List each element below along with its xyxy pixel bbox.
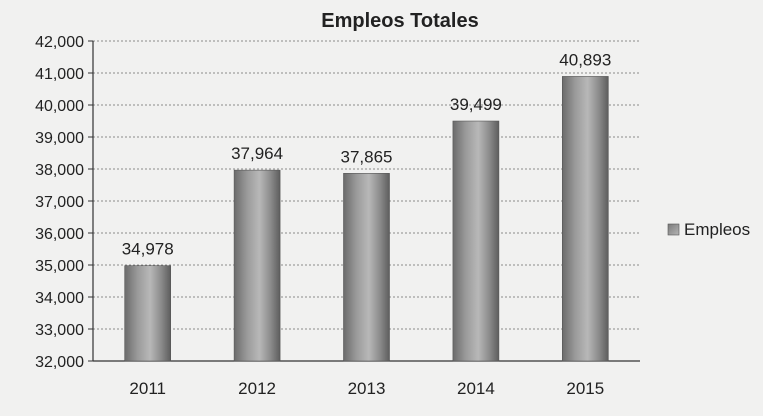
y-tick-label: 34,000 <box>35 290 84 307</box>
y-tick-label: 37,000 <box>35 194 84 211</box>
legend-label: Empleos <box>684 220 750 239</box>
bar-2014 <box>452 120 500 362</box>
y-tick-label: 39,000 <box>35 130 84 147</box>
y-tick-label: 35,000 <box>35 258 84 275</box>
x-tick-label-2015: 2015 <box>566 379 604 398</box>
y-tick-label: 41,000 <box>35 66 84 83</box>
y-tick-label: 40,000 <box>35 98 84 115</box>
bar-2013 <box>343 173 390 362</box>
y-axis-tick-labels: 32,000 33,000 34,000 35,000 36,000 37,000 38,0… <box>35 34 84 371</box>
chart-title: Empleos Totales <box>321 10 478 32</box>
x-tick-label-2014: 2014 <box>457 379 495 398</box>
x-axis-tick-labels: 2011 2012 2013 2014 2015 <box>129 379 604 398</box>
x-tick-label-2013: 2013 <box>348 379 386 398</box>
y-tick-label: 42,000 <box>35 34 84 51</box>
x-tick-label-2012: 2012 <box>238 379 276 398</box>
data-label-2015: 40,893 <box>559 50 611 69</box>
legend: Empleos <box>667 220 750 239</box>
y-tick-label: 38,000 <box>35 162 84 179</box>
data-labels: 34,978 37,964 37,865 39,499 40,893 <box>122 50 612 258</box>
data-label-2013: 37,865 <box>341 147 393 166</box>
data-label-2014: 39,499 <box>450 95 502 114</box>
data-label-2011: 34,978 <box>122 240 174 259</box>
x-tick-label-2011: 2011 <box>129 379 166 398</box>
y-tick-label: 36,000 <box>35 226 84 243</box>
data-label-2012: 37,964 <box>231 144 283 163</box>
bar-2011 <box>124 265 171 362</box>
bar-2015 <box>561 76 609 362</box>
y-tick-label: 32,000 <box>35 354 84 371</box>
legend-swatch <box>667 223 680 236</box>
bars <box>124 76 609 362</box>
y-tick-label: 33,000 <box>35 322 84 339</box>
bar-2012 <box>233 169 281 362</box>
